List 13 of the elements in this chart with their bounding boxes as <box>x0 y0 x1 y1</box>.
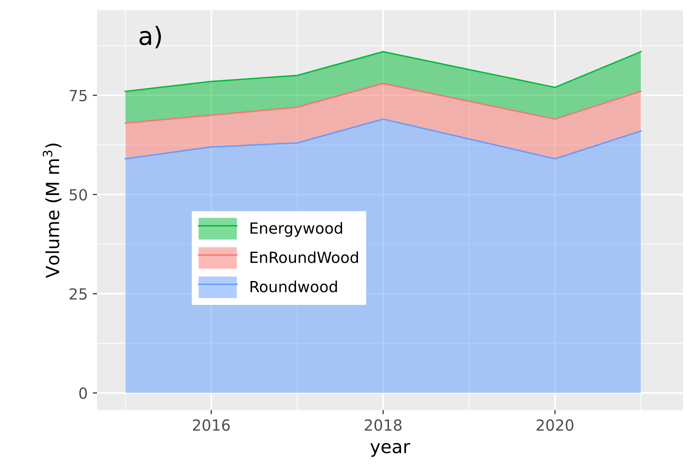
legend-label: Energywood <box>250 222 342 237</box>
x-tick-label: 2018 <box>364 419 402 431</box>
y-tick-label: 0 <box>79 387 87 399</box>
x-axis-title: year <box>370 442 410 457</box>
x-tick-label: 2016 <box>192 419 230 431</box>
y-tick-label: 25 <box>70 288 87 300</box>
y-axis-title: Volume (M m$^{3}$) <box>42 144 62 278</box>
legend-label: EnRoundWood <box>250 251 358 264</box>
y-tick-label: 75 <box>70 90 87 102</box>
y-tick-label: 50 <box>70 188 87 201</box>
annotation: a) <box>140 26 161 48</box>
legend-label: Roundwood <box>250 280 337 292</box>
x-tick-label: 2020 <box>536 419 574 431</box>
